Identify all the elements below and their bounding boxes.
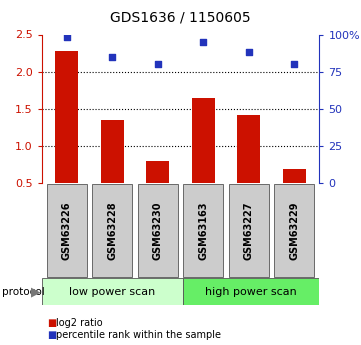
Bar (47, 184, 87, 277)
Text: GSM63163: GSM63163 (198, 201, 208, 259)
Text: percentile rank within the sample: percentile rank within the sample (56, 331, 221, 340)
Point (64, 35, 69, 40)
Text: low power scan: low power scan (69, 287, 155, 296)
Text: protocol: protocol (2, 287, 44, 296)
Bar (283, 169, 306, 183)
Bar (146, 161, 169, 183)
Text: GSM63230: GSM63230 (153, 201, 163, 259)
Text: GSM63226: GSM63226 (62, 201, 71, 259)
Text: ■: ■ (47, 318, 56, 327)
Text: ■: ■ (47, 331, 56, 340)
Bar (101, 120, 123, 183)
Point (292, 61, 297, 67)
Point (109, 54, 115, 60)
Text: high power scan: high power scan (205, 287, 297, 296)
Bar (92, 184, 132, 277)
Text: GDS1636 / 1150605: GDS1636 / 1150605 (110, 10, 251, 24)
Point (200, 39, 206, 45)
Text: GSM63229: GSM63229 (290, 201, 299, 259)
Text: GSM63228: GSM63228 (107, 201, 117, 259)
Bar (55, 51, 78, 183)
Bar (192, 98, 215, 183)
Point (246, 50, 252, 55)
Point (155, 61, 161, 67)
Bar (238, 115, 260, 183)
Bar (183, 184, 223, 277)
Text: ▶: ▶ (31, 285, 41, 298)
Bar (274, 184, 314, 277)
Bar (229, 184, 269, 277)
Text: log2 ratio: log2 ratio (56, 318, 103, 327)
Text: GSM63227: GSM63227 (244, 201, 254, 259)
Bar (42, 278, 183, 305)
Bar (138, 184, 178, 277)
Bar (183, 278, 319, 305)
